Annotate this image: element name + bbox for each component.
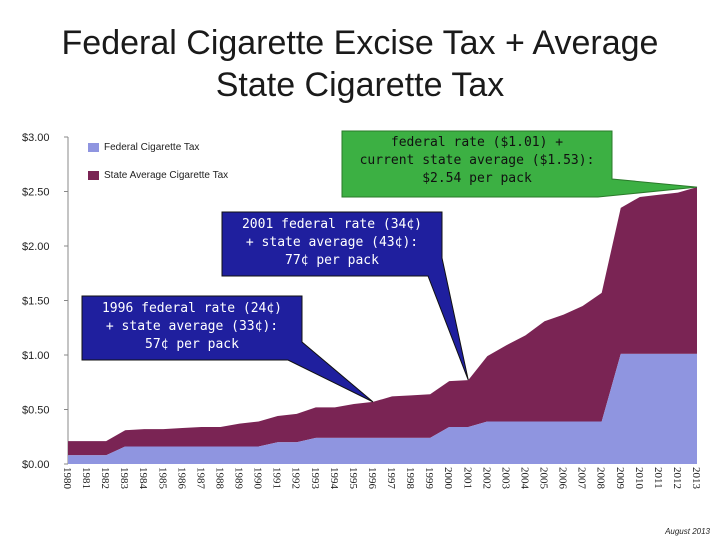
x-tick-label: 2000 [442, 467, 454, 490]
x-tick-label: 2009 [614, 467, 626, 490]
x-tick-label: 1994 [328, 467, 340, 490]
x-tick-label: 1993 [309, 467, 321, 490]
callout-2001-box [221, 211, 469, 381]
callout-2013-box [341, 130, 698, 198]
series-area-state-average [68, 187, 697, 456]
legend-label-federal: Federal Cigarette Tax [104, 141, 200, 153]
y-tick-label: $1.50 [22, 296, 50, 308]
callout-1996-box [81, 295, 374, 403]
x-tick-label: 1983 [118, 467, 130, 490]
x-tick-label: 1990 [252, 467, 264, 490]
footnote-date: August 2013 [665, 527, 710, 536]
x-tick-label: 2002 [480, 467, 492, 489]
x-tick-label: 2006 [557, 467, 569, 490]
legend: Federal Cigarette Tax State Average Ciga… [88, 140, 228, 196]
x-tick-label: 1988 [213, 467, 225, 490]
y-tick-label: $1.00 [22, 350, 50, 362]
x-tick-label: 1989 [233, 467, 245, 490]
legend-swatch-state [88, 170, 99, 180]
x-tick-label: 1987 [194, 467, 206, 490]
x-tick-label: 1980 [61, 467, 73, 490]
callout-1996-line-1: 1996 federal rate (24¢) [101, 301, 282, 316]
x-tick-label: 2001 [461, 467, 473, 489]
series-area-federal [68, 353, 697, 464]
callout-2001-text: 2001 federal rate (34¢) + state average … [222, 216, 442, 270]
x-tick-label: 2013 [690, 467, 702, 490]
x-tick-label: 1999 [423, 467, 435, 490]
callout-2013-text: federal rate ($1.01) + current state ave… [342, 134, 612, 188]
callout-2013-line-1: federal rate ($1.01) + [390, 135, 564, 150]
callout-2001-line-1: 2001 federal rate (34¢) [241, 217, 422, 232]
x-tick-label: 2004 [518, 467, 530, 490]
x-tick-label: 2003 [499, 467, 511, 490]
callout-2001-line-3: 77¢ per pack [285, 253, 379, 268]
title-line-1: Federal Cigarette Excise Tax + Average [61, 24, 659, 62]
y-tick-label: $2.50 [22, 187, 50, 199]
title-line-2: State Cigarette Tax [215, 66, 505, 104]
callout-1996-text: 1996 federal rate (24¢) + state average … [82, 300, 302, 354]
x-tick-label: 2008 [595, 467, 607, 490]
x-tick-label: 1992 [290, 467, 302, 489]
x-tick-label: 1991 [271, 467, 283, 489]
legend-item-federal: Federal Cigarette Tax [88, 140, 228, 154]
legend-label-state: State Average Cigarette Tax [104, 169, 229, 181]
x-tick-label: 2007 [576, 467, 588, 490]
x-tick-label: 2005 [538, 467, 550, 490]
x-tick-label: 1995 [347, 467, 359, 490]
callout-1996-line-3: 57¢ per pack [145, 337, 239, 352]
y-tick-label: $3.00 [22, 132, 50, 144]
x-tick-label: 2011 [652, 467, 664, 489]
x-tick-label: 1981 [80, 467, 92, 489]
callout-2001-line-2: + state average (43¢): [245, 235, 419, 250]
x-tick-label: 1996 [366, 467, 378, 490]
x-tick-label: 1997 [385, 467, 397, 490]
chart-title: Federal Cigarette Excise Tax + Average S… [0, 22, 720, 106]
legend-item-state: State Average Cigarette Tax [88, 168, 228, 182]
x-tick-label: 1985 [156, 467, 168, 490]
x-tick-label: 1986 [175, 467, 187, 490]
callout-1996-line-2: + state average (33¢): [105, 319, 279, 334]
x-tick-label: 1982 [99, 467, 111, 489]
y-tick-label: $2.00 [22, 241, 50, 253]
callout-2013-line-2: current state average ($1.53): [359, 153, 595, 168]
callout-2013-line-3: $2.54 per pack [422, 171, 532, 186]
x-tick-label: 1984 [137, 467, 149, 490]
x-tick-label: 2012 [671, 467, 683, 489]
x-tick-label: 2010 [633, 467, 645, 490]
x-tick-label: 1998 [404, 467, 416, 490]
legend-swatch-federal [88, 142, 99, 152]
y-tick-label: $0.50 [22, 405, 50, 417]
y-tick-label: $0.00 [22, 459, 50, 471]
